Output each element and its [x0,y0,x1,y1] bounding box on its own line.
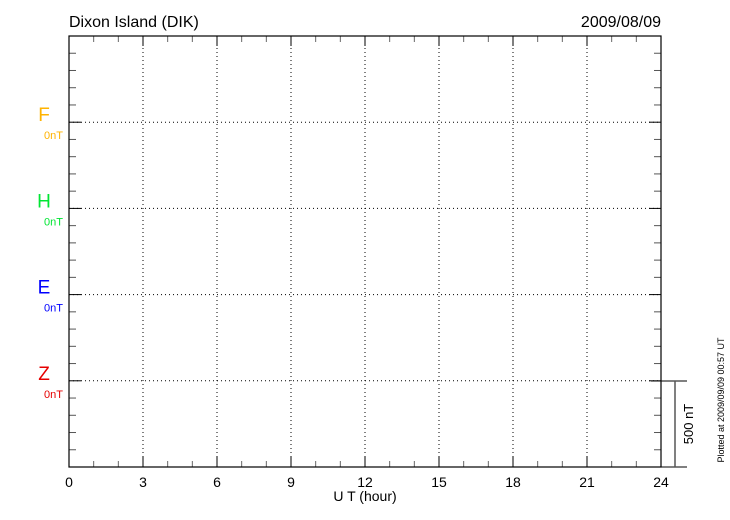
x-tick-label: 15 [431,474,447,490]
x-tick-label: 12 [357,474,373,490]
x-tick-label: 18 [505,474,521,490]
x-axis-label: U T (hour) [333,488,396,504]
x-tick-label: 3 [139,474,147,490]
panel-label-H: H [37,191,51,212]
axis-ticks [68,36,662,467]
x-tick-label: 9 [287,474,295,490]
x-tick-labels: 0 3 6 9 12 15 18 21 24 [65,474,669,490]
x-tick-label: 21 [579,474,595,490]
chart-title: Dixon Island (DIK) [69,14,199,31]
chart-date: 2009/08/09 [581,14,661,31]
panel-offset-Z: 0nT [44,389,63,401]
scale-bar-label: 500 nT [681,404,696,445]
x-tick-label: 0 [65,474,73,490]
plotted-at-footnote: Plotted at 2009/09/09 00:57 UT [716,337,726,463]
plot-frame [68,35,662,468]
panel-offset-E: 0nT [44,303,63,315]
panel-label-Z: Z [38,364,50,385]
panel-offset-H: 0nT [44,216,63,228]
panel-offset-F: 0nT [44,130,63,142]
panel-label-F: F [38,105,50,126]
panel-labels: F 0nT H 0nT E 0nT Z 0nT [37,105,63,401]
x-tick-label: 24 [653,474,669,490]
scale-bar: 500 nT [651,380,696,468]
grid [69,36,661,467]
panel-label-E: E [38,278,51,299]
x-tick-label: 6 [213,474,221,490]
